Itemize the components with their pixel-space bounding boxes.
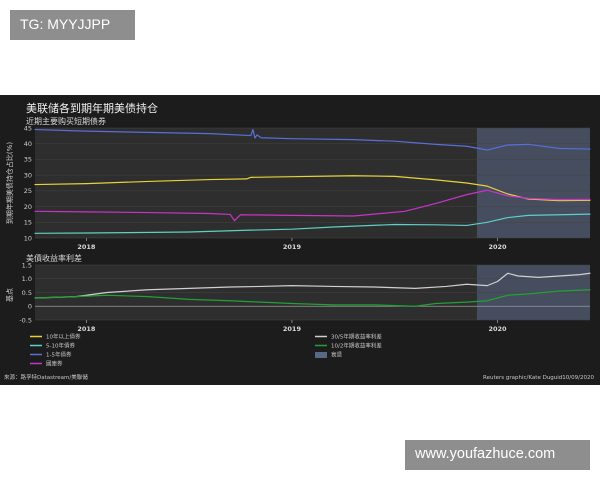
x-tick-label: 2019 bbox=[283, 243, 302, 251]
y-tick-label: 0.5 bbox=[22, 289, 32, 297]
legend-label: 10/2年期收益率利差 bbox=[331, 342, 382, 350]
bottom-x-ticks: 2018 2019 2020 bbox=[77, 320, 507, 333]
legend-label: 1-5年債券 bbox=[46, 351, 72, 359]
series-line-bot-0 bbox=[34, 272, 591, 299]
x-tick-label: 2020 bbox=[488, 243, 507, 251]
y-tick-label: 0 bbox=[28, 303, 32, 311]
top-series-group bbox=[34, 128, 591, 234]
legend-label: 5-10年債券 bbox=[46, 342, 75, 350]
top-gridlines bbox=[35, 127, 590, 239]
watermark-top: TG: MYYJJPP bbox=[10, 10, 135, 40]
y-tick-label: 20 bbox=[24, 203, 32, 211]
y-tick-label: 15 bbox=[24, 219, 32, 227]
x-tick-label: 2018 bbox=[77, 243, 96, 251]
y-tick-label: 30 bbox=[24, 171, 32, 179]
source-text: 來源：路孚特Datastream/美聯儲 bbox=[4, 373, 88, 381]
y-tick-label: 1.5 bbox=[22, 261, 32, 269]
top-y-ticks: 10 15 20 25 30 35 40 45 bbox=[24, 124, 32, 242]
top-y-axis-label: 到期年期美债持仓占比(%) bbox=[5, 142, 14, 224]
y-tick-label: 10 bbox=[24, 234, 32, 242]
x-tick-label: 2019 bbox=[283, 325, 302, 333]
watermark-bottom: www.youfazhuce.com bbox=[405, 440, 590, 470]
legend-label: 10年以上債券 bbox=[46, 333, 81, 341]
y-tick-label: 45 bbox=[24, 124, 32, 132]
spread-title: 美債收益率利差 bbox=[26, 253, 82, 263]
credit-text: Reuters graphic/Kate Duguid10/09/2020 bbox=[483, 375, 594, 381]
chart-figure: 美联储各到期年期美债持仓 近期主要购买短期债券 10 15 20 25 30 35 40 45… bbox=[0, 95, 600, 385]
legend-label: 30/5年期收益率利差 bbox=[331, 333, 382, 341]
legend-label: 國庫券 bbox=[46, 360, 63, 368]
series-line-top-1 bbox=[34, 175, 591, 202]
chart-svg: 美联储各到期年期美债持仓 近期主要购买短期债券 10 15 20 25 30 35 40 45… bbox=[4, 101, 594, 381]
chart-title: 美联储各到期年期美债持仓 bbox=[26, 101, 158, 115]
bottom-series-group bbox=[34, 272, 591, 307]
series-line-top-2 bbox=[34, 189, 591, 222]
chart-subtitle: 近期主要购买短期债券 bbox=[26, 116, 106, 126]
y-tick-label: -0.5 bbox=[19, 316, 32, 324]
top-x-ticks: 2018 2019 2020 bbox=[77, 238, 507, 251]
legend-label: 衰退 bbox=[331, 351, 343, 359]
series-line-top-0 bbox=[34, 128, 591, 151]
y-tick-label: 35 bbox=[24, 156, 32, 164]
series-line-top-3 bbox=[34, 213, 591, 234]
legend-swatch bbox=[315, 352, 327, 358]
y-tick-label: 40 bbox=[24, 140, 32, 148]
bottom-y-ticks: -0.5 0 0.5 1.0 1.5 bbox=[19, 261, 32, 324]
bottom-gridlines bbox=[35, 264, 590, 321]
x-tick-label: 2020 bbox=[488, 325, 507, 333]
series-line-bot-1 bbox=[34, 289, 591, 307]
y-tick-label: 1.0 bbox=[22, 275, 32, 283]
bottom-y-axis-label: 基点 bbox=[5, 288, 14, 302]
x-tick-label: 2018 bbox=[77, 325, 96, 333]
top-recession-shade bbox=[476, 128, 590, 238]
y-tick-label: 25 bbox=[24, 187, 32, 195]
